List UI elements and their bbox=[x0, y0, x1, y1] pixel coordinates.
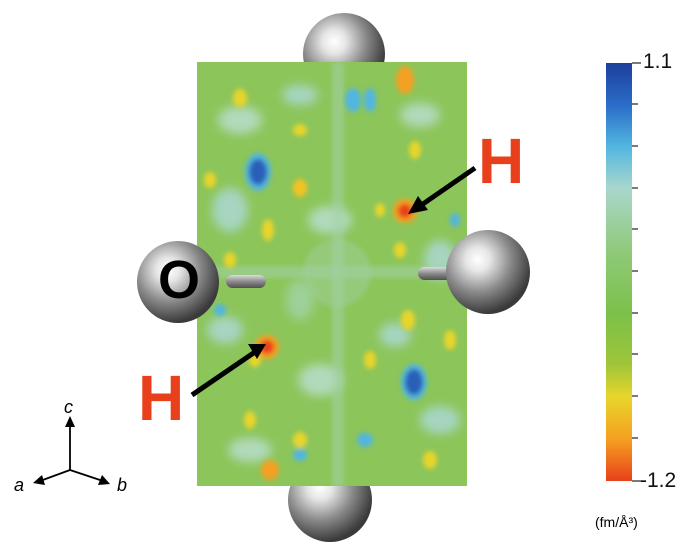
axis-triad bbox=[33, 416, 110, 485]
density-map bbox=[197, 62, 467, 486]
colorbar-max-label: 1.1 bbox=[643, 50, 673, 73]
upper-hydrogen-label: H bbox=[478, 125, 525, 197]
axis-c-label: c bbox=[64, 397, 73, 417]
colorbar-gradient bbox=[606, 63, 632, 481]
oxygen-bond-rod bbox=[226, 275, 266, 288]
lower-h-arrow-line bbox=[190, 349, 257, 398]
lower-hydrogen-label: H bbox=[138, 362, 185, 434]
colorbar-unit-label: (fm/Å³) bbox=[595, 514, 638, 530]
axis-b-label: b bbox=[117, 475, 128, 495]
upper-h-arrow-line bbox=[418, 165, 477, 209]
axis-a-label: a bbox=[14, 475, 25, 495]
upper-h-arrowhead bbox=[408, 196, 428, 214]
lower-h-arrowhead bbox=[248, 344, 266, 359]
oxygen-sphere bbox=[137, 241, 219, 323]
colorbar-ticks bbox=[632, 62, 641, 482]
colorbar-min-label: -1.2 bbox=[640, 469, 677, 492]
right-hydrogen-sphere bbox=[446, 230, 530, 314]
oxygen-label: O bbox=[158, 250, 201, 310]
